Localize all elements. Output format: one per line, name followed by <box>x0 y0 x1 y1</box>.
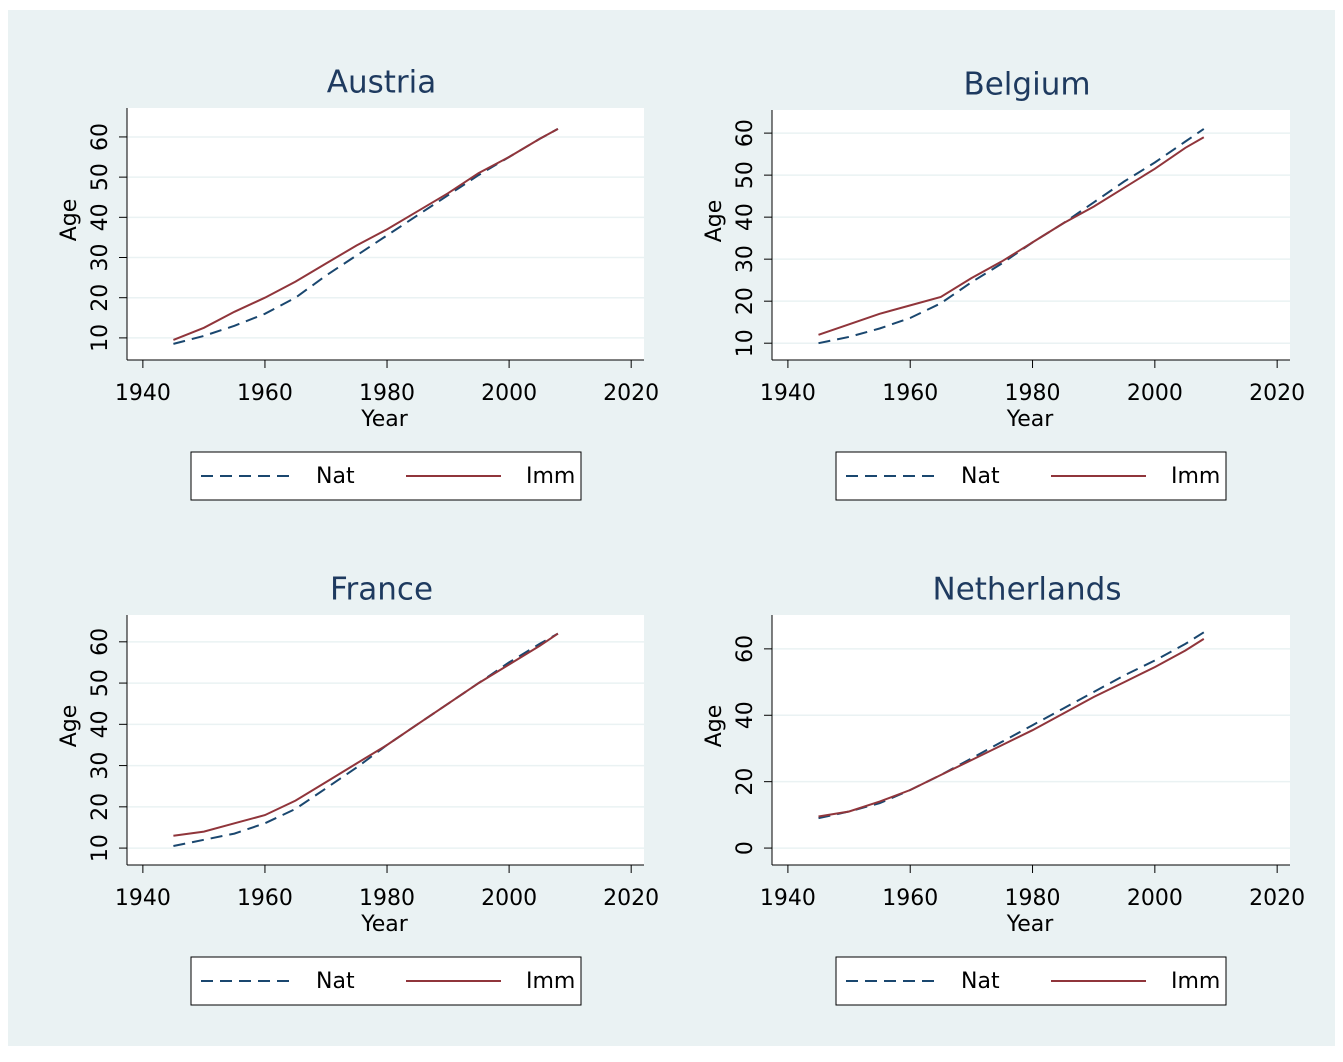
y-tick-label: 20 <box>733 287 758 315</box>
x-tick-label: 1940 <box>115 886 171 911</box>
y-tick-label: 20 <box>733 768 758 796</box>
y-tick-label: 30 <box>733 245 758 273</box>
data-line <box>173 632 559 837</box>
y-axis-title: Age <box>702 200 727 243</box>
x-tick-label: 1960 <box>237 886 293 911</box>
x-tick-label: 2000 <box>481 886 537 911</box>
legend-label: Imm <box>526 969 575 994</box>
x-tick-label: 1940 <box>760 886 816 911</box>
y-tick-label: 20 <box>88 793 113 821</box>
y-tick-label: 60 <box>733 635 758 663</box>
legend-box <box>190 956 582 1006</box>
y-tick-label: 50 <box>88 669 113 697</box>
data-line <box>818 136 1205 336</box>
y-tick-label: 20 <box>88 284 113 312</box>
x-tick-label: 2000 <box>1127 381 1183 406</box>
x-tick-label: 2020 <box>603 886 659 911</box>
y-axis-title: Age <box>57 705 82 748</box>
data-line <box>818 638 1205 818</box>
legend-box <box>190 451 582 501</box>
x-tick-label: 1980 <box>359 381 415 406</box>
legend-label: Imm <box>1171 969 1220 994</box>
x-tick-label: 2020 <box>603 381 659 406</box>
y-axis-title: Age <box>702 705 727 748</box>
y-tick-label: 0 <box>733 841 758 855</box>
plot-area <box>772 110 1290 360</box>
y-axis-title: Age <box>57 199 82 242</box>
legend-label: Imm <box>1171 464 1220 489</box>
y-tick-label: 40 <box>88 710 113 738</box>
x-tick-label: 1960 <box>237 381 293 406</box>
x-tick-label: 1980 <box>359 886 415 911</box>
plot-area <box>127 615 644 865</box>
x-tick-label: 1960 <box>882 381 938 406</box>
y-tick-label: 60 <box>733 119 758 147</box>
legend-label: Nat <box>961 969 1000 994</box>
plot-area <box>772 615 1290 865</box>
data-line <box>173 632 559 847</box>
y-tick-label: 60 <box>88 628 113 656</box>
legend-box <box>835 451 1227 501</box>
y-tick-label: 30 <box>88 244 113 272</box>
x-tick-label: 2000 <box>481 381 537 406</box>
legend-box <box>835 956 1227 1006</box>
chart-title: France <box>330 572 433 608</box>
y-tick-label: 50 <box>733 161 758 189</box>
x-axis-title: Year <box>360 912 409 937</box>
y-tick-label: 10 <box>88 834 113 862</box>
x-tick-label: 1980 <box>1005 886 1061 911</box>
y-tick-label: 30 <box>88 752 113 780</box>
x-tick-label: 2000 <box>1127 886 1183 911</box>
x-axis-title: Year <box>1006 407 1055 432</box>
legend-label: Nat <box>316 969 355 994</box>
y-tick-label: 40 <box>733 701 758 729</box>
plot-area <box>127 108 644 360</box>
x-axis-title: Year <box>360 407 409 432</box>
x-axis-title: Year <box>1006 912 1055 937</box>
legend-label: Nat <box>316 464 355 489</box>
x-tick-label: 1940 <box>760 381 816 406</box>
y-tick-label: 40 <box>88 203 113 231</box>
x-tick-label: 1940 <box>115 381 171 406</box>
chart-title: Netherlands <box>933 572 1122 608</box>
x-tick-label: 2020 <box>1249 886 1305 911</box>
y-tick-label: 10 <box>733 329 758 357</box>
x-tick-label: 1980 <box>1005 381 1061 406</box>
y-tick-label: 50 <box>88 163 113 191</box>
y-tick-label: 60 <box>88 123 113 151</box>
data-line <box>173 128 559 341</box>
data-line <box>818 631 1205 820</box>
x-tick-label: 1960 <box>882 886 938 911</box>
legend-label: Nat <box>961 464 1000 489</box>
chart-title: Belgium <box>963 67 1090 103</box>
y-tick-label: 40 <box>733 203 758 231</box>
y-tick-label: 10 <box>88 324 113 352</box>
legend-label: Imm <box>526 464 575 489</box>
chart-title: Austria <box>327 65 437 101</box>
x-tick-label: 2020 <box>1249 381 1305 406</box>
